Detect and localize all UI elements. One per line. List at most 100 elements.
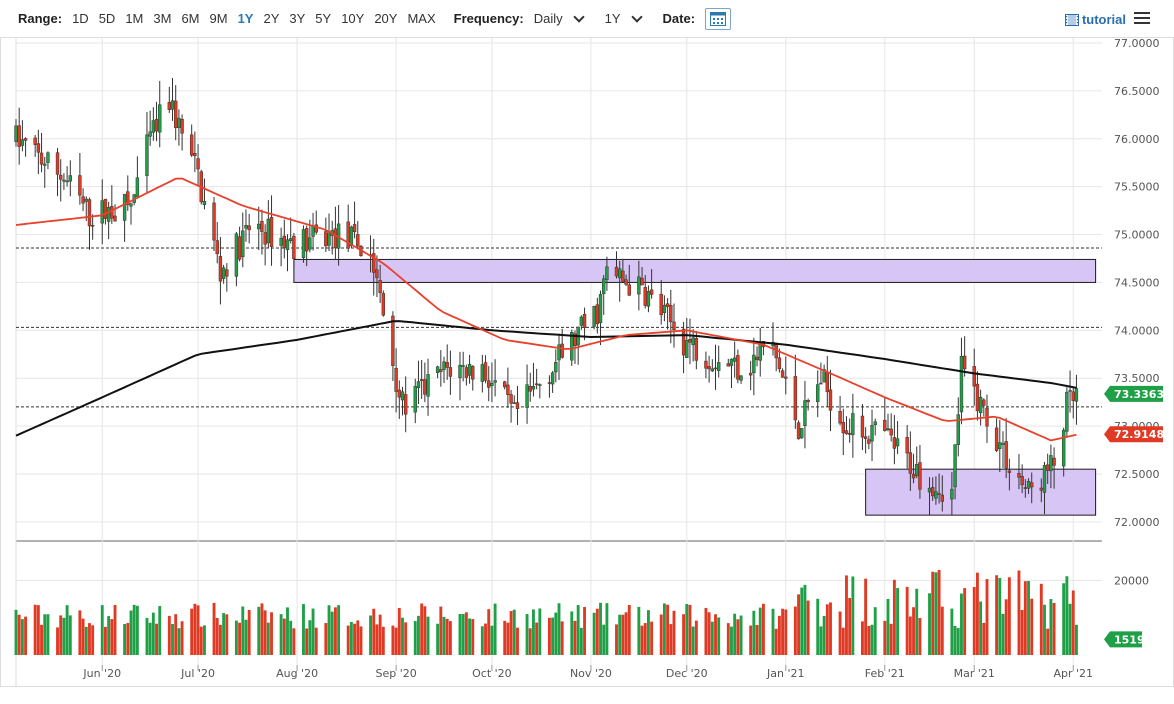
frequency-select[interactable]: Daily [534,10,585,26]
volume-bar [739,615,743,655]
volume-bar [91,625,95,655]
candle-body [646,291,651,307]
volume-bar [145,617,149,655]
candle-body [534,383,539,386]
volume-bar [928,593,931,655]
volume-bar [43,614,47,655]
candle-body [685,339,689,358]
range-button-1y[interactable]: 1Y [237,11,254,26]
candle-body [892,437,897,449]
volume-bar [864,578,868,655]
candle-body [1001,443,1005,445]
price-chart[interactable]: 77.0000 76.5000 76.0000 75.5000 75.0000 74.50… [0,37,1174,704]
volume-bar [1017,570,1021,655]
volume-bar [733,613,737,655]
range-button-3m[interactable]: 3M [153,11,172,26]
candle-body [39,152,44,165]
volume-bar [576,605,580,655]
volume-bar [516,627,519,655]
range-button-6m[interactable]: 6M [181,11,200,26]
x-tick-label: Jan '21 [766,667,804,680]
candle-body [33,137,37,145]
volume-bar [736,619,740,655]
volume-bar [707,612,711,655]
volume-bar [918,618,922,655]
range-button-5d[interactable]: 5D [98,11,116,26]
candle-body [595,304,600,325]
candle-body [247,225,251,231]
volume-bar [1046,628,1050,655]
volume-bar [17,614,21,655]
volume-bar [532,609,535,655]
volume-bar [685,603,689,655]
calendar-button[interactable] [705,7,732,30]
candle-body [528,386,532,392]
volume-bar [643,623,647,655]
hamburger-menu-icon[interactable] [1134,12,1150,26]
candle-body [196,158,200,170]
volume-bar [155,623,158,655]
volume-bar [506,622,510,655]
range-button-9m[interactable]: 9M [209,11,228,26]
volume-bar [883,620,887,655]
volume-bar [56,627,59,655]
candle-body [748,372,753,376]
x-tick-label: Sep '20 [375,667,416,680]
candle-body [193,153,197,157]
range-button-3y[interactable]: 3Y [289,11,306,26]
candle-body [796,422,801,440]
range-button-10y[interactable]: 10Y [341,11,365,26]
period-select[interactable]: 1Y [605,10,643,26]
volume-bar [931,571,935,655]
candle-body [962,355,967,370]
candle-body [806,399,810,403]
y-tick-label: 75.0000 [1114,229,1160,242]
range-button-2y[interactable]: 2Y [263,11,280,26]
volume-bar [78,610,82,655]
volume-bar [1043,604,1046,655]
volume-bar [225,614,229,655]
volume-bar [356,620,360,655]
candle-body [78,175,82,196]
volume-bar [1049,599,1053,655]
volume-bar [282,618,286,655]
candle-body [487,380,491,388]
volume-bar [311,608,315,655]
candle-body [972,366,976,387]
volume-bar [461,613,465,655]
candle-body [403,394,408,415]
candle-body [777,357,782,370]
candle-body [442,361,446,370]
range-button-1m[interactable]: 1M [125,11,144,26]
volume-bar [621,614,625,655]
volume-bar [110,619,114,655]
last-price-label: 73.3363 [1114,388,1164,401]
volume-bar [1052,602,1056,655]
range-button-5y[interactable]: 5Y [315,11,332,26]
ma-fast-line [15,177,1077,442]
range-button-1d[interactable]: 1D [72,11,89,26]
volume-bar [158,606,162,655]
volume-bar [167,615,171,655]
volume-bar [20,619,24,655]
volume-bar [458,614,462,655]
candle-body [356,234,360,247]
volume-bar [222,613,226,655]
candle-body [844,430,849,435]
volume-bar [33,604,37,655]
volume-bar [950,608,954,655]
range-button-20y[interactable]: 20Y [374,11,398,26]
candle-body [1023,487,1028,489]
candle-body [736,355,740,380]
volume-bar [279,614,283,655]
candle-body [464,367,469,378]
volume-bar [375,624,379,655]
volume-bar [1062,583,1066,655]
volume-bar [129,610,133,655]
tutorial-link[interactable]: tutorial [1064,12,1126,27]
range-button-max[interactable]: MAX [407,11,436,26]
volume-bar [464,612,468,655]
volume-bar [1071,590,1075,655]
candle-body [908,452,913,474]
volume-bar [24,616,28,655]
